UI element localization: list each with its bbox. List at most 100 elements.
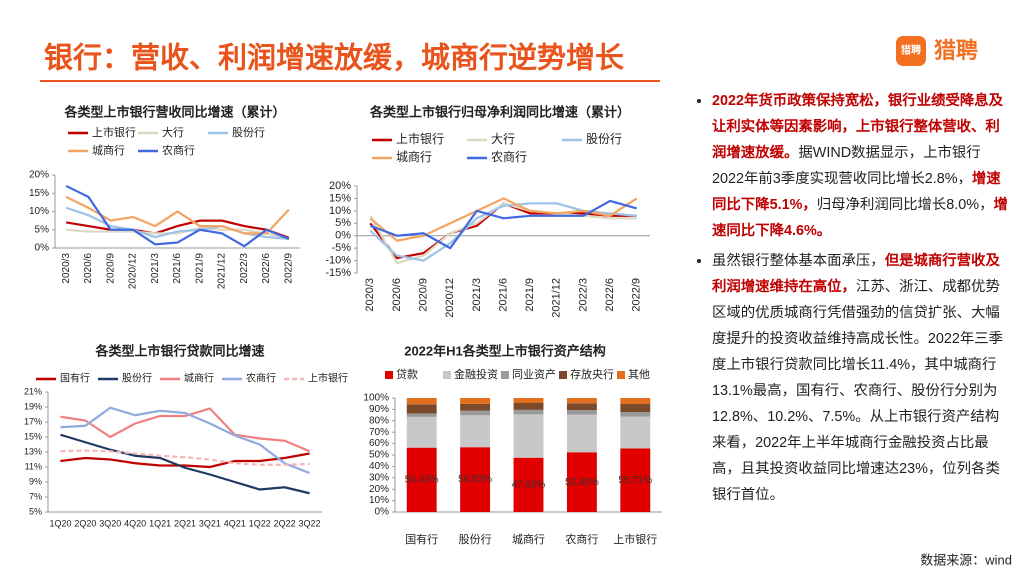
x-tick-label: 农商行 xyxy=(565,532,598,546)
x-tick-label: 2020/12 xyxy=(128,253,139,290)
series-line xyxy=(60,452,310,469)
x-tick-label: 2022/6 xyxy=(604,278,616,312)
bar-segment xyxy=(513,402,544,410)
bar-segment xyxy=(460,447,491,512)
y-tick-label: 80% xyxy=(369,415,389,426)
y-tick-label: 7% xyxy=(29,491,42,501)
y-tick-label: 100% xyxy=(363,393,389,404)
data-label: 52.40% xyxy=(565,477,599,488)
x-tick-label: 上市银行 xyxy=(613,532,657,546)
bar-segment xyxy=(566,410,597,415)
legend-label: 大行 xyxy=(491,132,515,146)
logo-icon xyxy=(896,36,926,66)
y-tick-label: 10% xyxy=(29,206,49,217)
series-line xyxy=(369,199,637,250)
x-tick-label: 2020/6 xyxy=(391,278,403,312)
x-tick-label: 3Q22 xyxy=(299,518,321,528)
logo-brand: 猎聘 xyxy=(934,38,978,63)
emphasis-text: 增速同比下降5.1%， xyxy=(712,171,1001,213)
x-tick-label: 2Q21 xyxy=(174,518,196,528)
x-tick-label: 2021/12 xyxy=(217,253,228,290)
x-tick-label: 3Q21 xyxy=(199,518,221,528)
legend-label: 城商行 xyxy=(92,143,125,157)
x-tick-label: 2021/6 xyxy=(497,278,509,312)
series-line xyxy=(369,197,638,242)
series-line xyxy=(65,184,290,248)
legend-swatch xyxy=(559,371,567,379)
legend-label: 上市银行 xyxy=(308,372,348,385)
series-line xyxy=(60,449,310,466)
y-tick-label: 10% xyxy=(369,495,389,506)
legend-label: 上市银行 xyxy=(92,125,136,139)
x-tick-label: 2020/9 xyxy=(417,278,429,312)
body-text: 归母净利润同比增长8.0%， xyxy=(816,197,994,213)
bar-segment xyxy=(460,403,491,411)
y-tick-label: 20% xyxy=(369,484,389,495)
y-tick-label: 10% xyxy=(329,205,351,217)
bar-segment xyxy=(620,412,651,417)
series-line xyxy=(65,195,290,235)
y-tick-label: 0% xyxy=(35,243,50,254)
y-tick-label: -15% xyxy=(325,267,351,279)
x-tick-label: 1Q21 xyxy=(149,518,171,528)
series-line xyxy=(66,226,290,240)
bar-segment xyxy=(566,403,597,411)
series-line xyxy=(60,433,310,495)
bar-segment xyxy=(620,448,651,512)
y-tick-label: 20% xyxy=(29,170,49,181)
x-tick-label: 3Q20 xyxy=(99,518,121,528)
bar-segment xyxy=(460,398,491,404)
chart-title: 各类型上市银行贷款同比增速 xyxy=(94,343,264,358)
y-tick-label: 17% xyxy=(24,416,42,426)
y-tick-label: 60% xyxy=(369,438,389,449)
chart-title: 2022年H1各类型上市银行资产结构 xyxy=(404,343,606,358)
x-tick-label: 国有行 xyxy=(405,532,438,546)
bar-segment xyxy=(460,410,491,416)
legend-label: 其他 xyxy=(628,368,650,381)
bar-segment xyxy=(406,398,437,405)
y-tick-label: 30% xyxy=(369,472,389,483)
legend-swatch xyxy=(501,371,509,379)
series-line xyxy=(60,407,310,453)
data-label: 47.62% xyxy=(512,479,546,490)
legend-label: 存放央行 xyxy=(570,367,614,381)
bar-segment xyxy=(620,416,651,449)
x-tick-label: 4Q20 xyxy=(124,518,146,528)
legend-label: 股份行 xyxy=(586,132,622,146)
data-label: 55.71% xyxy=(618,475,652,486)
y-tick-label: 50% xyxy=(369,450,389,461)
legend-label: 金融投资 xyxy=(454,367,498,381)
legend-label: 城商行 xyxy=(396,149,432,164)
slide-title: 银行：营收、利润增速放缓，城商行逆势增长 xyxy=(44,41,625,75)
data-label: 56.43% xyxy=(405,474,439,485)
y-tick-label: 0% xyxy=(335,230,351,242)
series-line xyxy=(65,219,290,239)
body-text: 江苏、浙江、成都优势区域的优质城商行凭借强劲的信贷扩张、大幅度提升的投资收益维持… xyxy=(712,279,1004,503)
y-tick-label: 5% xyxy=(35,224,50,235)
x-tick-label: 股份行 xyxy=(459,533,492,546)
bar-segment xyxy=(513,398,544,403)
legend-swatch xyxy=(385,371,393,379)
x-tick-label: 4Q21 xyxy=(224,518,246,528)
legend-label: 农商行 xyxy=(246,372,276,385)
x-tick-label: 2020/3 xyxy=(364,278,376,312)
bullet-list: 2022年货币政策保持宽松，银行业绩受降息及让利实体等因素影响，上市银行整体营收… xyxy=(690,88,1012,508)
bullet: 虽然银行整体基本面承压，但是城商行营收及利润增速维持在高位，江苏、浙江、成都优势… xyxy=(712,248,1012,508)
legend-label: 国有行 xyxy=(60,372,90,385)
bar-segment xyxy=(566,414,597,453)
y-tick-label: 13% xyxy=(24,446,42,456)
bullet: 2022年货币政策保持宽松，银行业绩受降息及让利实体等因素影响，上市银行整体营收… xyxy=(712,88,1012,244)
y-tick-label: 20% xyxy=(329,180,351,192)
legend-label: 农商行 xyxy=(491,149,527,164)
bar-segment xyxy=(406,404,437,414)
data-label: 56.83% xyxy=(458,474,492,485)
bar-segment xyxy=(566,452,597,512)
y-tick-label: 0% xyxy=(375,507,390,518)
x-tick-label: 2Q20 xyxy=(74,518,96,528)
y-tick-label: 5% xyxy=(335,217,351,229)
legend-label: 同业资产 xyxy=(512,367,556,381)
body-text: 据WIND数据显示，上市银行2022年前3季度实现营收同比增长2.8%， xyxy=(712,145,981,187)
y-tick-label: 11% xyxy=(25,461,42,471)
body-text: 虽然银行整体基本面承压， xyxy=(712,253,885,269)
